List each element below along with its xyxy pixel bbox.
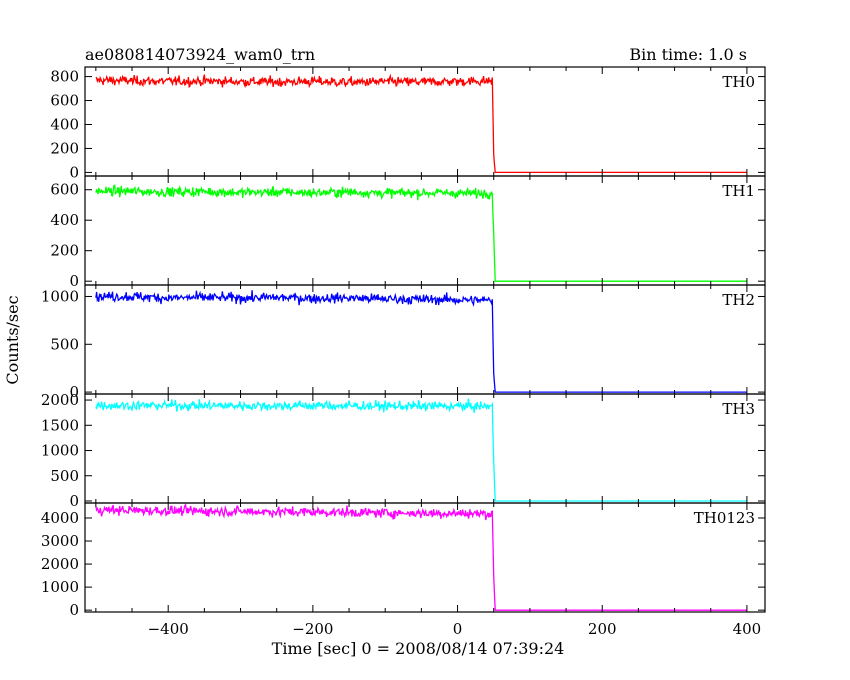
panel-th1: 0 200 400 600 TH1 xyxy=(50,175,766,290)
bin-time-label: Bin time: 1.0 s xyxy=(629,45,747,64)
y-tick-label: 1000 xyxy=(41,287,79,305)
y-tick-label: 0 xyxy=(69,492,79,510)
panel-th2: 0 500 1000 TH2 xyxy=(41,284,766,401)
y-tick-label: 600 xyxy=(50,181,79,199)
chart-title: ae080814073924_wam0_trn xyxy=(85,45,315,64)
x-tick-label: 200 xyxy=(588,620,617,638)
panel-th0123: 0 1000 2000 3000 4000 TH0123 xyxy=(41,502,766,619)
y-tick-label: 800 xyxy=(50,68,79,86)
series-line-th0 xyxy=(95,73,747,174)
y-tick-label: 500 xyxy=(50,467,79,485)
y-tick-label: 2000 xyxy=(41,391,79,409)
y-axis-label: Counts/sec xyxy=(3,295,22,384)
y-tick-label: 0 xyxy=(69,163,79,181)
y-tick-label: 600 xyxy=(50,92,79,110)
y-tick-label: 400 xyxy=(50,211,79,229)
panel-label-th0: TH0 xyxy=(722,73,755,91)
y-tick-label: 400 xyxy=(50,115,79,133)
series-line-th1 xyxy=(95,184,747,282)
y-tick-label: 0 xyxy=(69,601,79,619)
panel-frame xyxy=(84,502,766,613)
y-tick-label: 200 xyxy=(50,242,79,260)
panel-th0: 0 200 400 600 800 TH0 xyxy=(50,66,766,181)
y-tick-label: 0 xyxy=(69,383,79,401)
y-tick-label: 500 xyxy=(50,335,79,353)
panel-th3: 0 500 1000 1500 2000 TH3 xyxy=(41,391,766,510)
panel-label-th1: TH1 xyxy=(722,182,755,200)
y-tick-label: 1000 xyxy=(41,578,79,596)
x-axis-label: Time [sec] 0 = 2008/08/14 07:39:24 xyxy=(272,639,565,658)
y-tick-label: 1500 xyxy=(41,416,79,434)
x-tick-label: 0 xyxy=(453,620,463,638)
panel-label-th2: TH2 xyxy=(722,291,755,309)
series-line-th0123 xyxy=(95,503,747,611)
y-tick-label: 0 xyxy=(69,272,79,290)
series-line-th2 xyxy=(95,290,747,393)
y-tick-label: 1000 xyxy=(41,442,79,460)
y-tick-label: 3000 xyxy=(41,532,79,550)
panel-label-th0123: TH0123 xyxy=(694,509,755,527)
y-tick-label: 2000 xyxy=(41,555,79,573)
panel-label-th3: TH3 xyxy=(722,400,755,418)
y-tick-label: 200 xyxy=(50,139,79,157)
series-line-th3 xyxy=(95,398,747,502)
x-tick-label: −200 xyxy=(292,620,333,638)
x-tick-label: −400 xyxy=(148,620,189,638)
y-tick-label: 4000 xyxy=(41,509,79,527)
x-tick-label: 400 xyxy=(733,620,762,638)
panels-group: 0 200 400 600 800 TH0 0 200 400 600 TH1 0 500 1000 TH2… xyxy=(41,66,766,638)
